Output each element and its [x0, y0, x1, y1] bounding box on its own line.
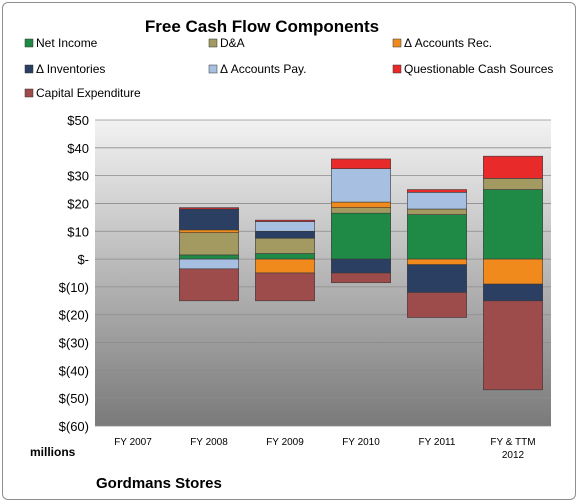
bar-segment-accounts-pay	[331, 168, 391, 203]
x-category-label: FY 2011	[419, 437, 456, 448]
bar-segment-accounts-rec	[483, 258, 543, 285]
y-tick-label: $30	[67, 169, 89, 184]
legend-label-capital-expenditure: Capital Expenditure	[36, 86, 141, 100]
x-category-label: 2012	[502, 450, 525, 461]
bar-segment-d-a	[483, 178, 543, 190]
bars	[179, 155, 543, 391]
y-tick-label: $(10)	[59, 280, 89, 295]
bar-segment-accounts-rec	[179, 229, 239, 233]
bar-segment-net-income	[407, 214, 467, 260]
bar-segment-d-a	[179, 232, 239, 256]
bar-segment-capital-expenditure	[179, 268, 239, 302]
legend: Net Income D&A Δ Accounts Rec. Δ Inventorie…	[24, 36, 553, 100]
legend-label-inventories: Δ Inventories	[36, 62, 105, 76]
y-tick-label: $50	[67, 113, 89, 128]
bar-segment-questionable-cash-sources	[331, 158, 391, 169]
bar-segment-inventories	[255, 230, 315, 239]
bar-segment-net-income	[331, 212, 391, 260]
y-tick-label: $20	[67, 196, 89, 211]
bar-segment-d-a	[255, 237, 315, 254]
bar-segment-capital-expenditure	[255, 272, 315, 302]
x-category-label: FY 2008	[190, 437, 228, 448]
legend-label-d-a: D&A	[220, 36, 245, 50]
y-tick-label: $(60)	[59, 419, 89, 434]
bar-segment-inventories	[407, 264, 467, 293]
bar-segment-inventories	[331, 258, 391, 274]
x-category-label: FY & TTM	[490, 437, 535, 448]
company-label: Gordmans Stores	[96, 475, 222, 492]
legend-swatch-questionable-cash-sources	[392, 64, 402, 74]
legend-swatch-accounts-rec	[392, 38, 402, 48]
bar-segment-accounts-rec	[407, 258, 467, 265]
legend-label-accounts-rec: Δ Accounts Rec.	[404, 36, 492, 50]
bar-segment-net-income	[255, 253, 315, 260]
plot-area	[95, 120, 551, 426]
bar-segment-net-income	[483, 189, 543, 260]
y-tick-label: $-	[77, 252, 89, 267]
x-axis-categories: FY 2007 FY 2008 FY 2009 FY 2010 FY 2011 FY & …	[114, 437, 535, 461]
chart-svg: Free Cash Flow Components Net Income D&A Δ…	[24, 17, 553, 492]
y-tick-label: $(50)	[59, 391, 89, 406]
bar-segment-accounts-rec	[331, 201, 391, 208]
x-category-label: FY 2010	[342, 437, 380, 448]
y-tick-label: $40	[67, 141, 89, 156]
y-axis-ticks: $50 $40 $30 $20 $10 $- $(10) $(20) $(30) $(40) $(5…	[59, 113, 89, 434]
y-tick-label: $(20)	[59, 308, 89, 323]
bar-segment-questionable-cash-sources	[407, 189, 467, 193]
legend-swatch-d-a	[208, 38, 218, 48]
legend-swatch-inventories	[24, 64, 34, 74]
bar-segment-net-income	[179, 254, 239, 260]
bar-segment-questionable-cash-sources	[255, 219, 315, 222]
bar-segment-d-a	[407, 208, 467, 215]
bar-segment-capital-expenditure	[331, 272, 391, 284]
y-unit-label: millions	[30, 445, 76, 459]
bar-segment-capital-expenditure	[483, 300, 543, 391]
legend-label-questionable-cash-sources: Questionable Cash Sources	[404, 62, 553, 76]
y-tick-label: $10	[67, 224, 89, 239]
chart-title: Free Cash Flow Components	[145, 17, 379, 36]
x-category-label: FY 2007	[114, 437, 152, 448]
legend-label-accounts-pay: Δ Accounts Pay.	[220, 62, 307, 76]
legend-label-net-income: Net Income	[36, 36, 98, 50]
bar-segment-accounts-pay	[179, 258, 239, 270]
bar-segment-accounts-pay	[407, 192, 467, 210]
bar-segment-questionable-cash-sources	[483, 155, 543, 179]
x-category-label: FY 2009	[266, 437, 304, 448]
legend-swatch-capital-expenditure	[24, 88, 34, 98]
y-tick-label: $(40)	[59, 363, 89, 378]
bar-segment-inventories	[483, 283, 543, 302]
bar-segment-questionable-cash-sources	[179, 207, 239, 210]
gridlines	[95, 119, 551, 427]
bar-segment-inventories	[179, 208, 239, 231]
legend-swatch-accounts-pay	[208, 64, 218, 74]
bar-segment-capital-expenditure	[407, 292, 467, 318]
bar-segment-d-a	[331, 207, 391, 214]
y-tick-label: $(30)	[59, 336, 89, 351]
legend-swatch-net-income	[24, 38, 34, 48]
bar-segment-accounts-pay	[255, 221, 315, 232]
bar-segment-accounts-rec	[255, 258, 315, 274]
